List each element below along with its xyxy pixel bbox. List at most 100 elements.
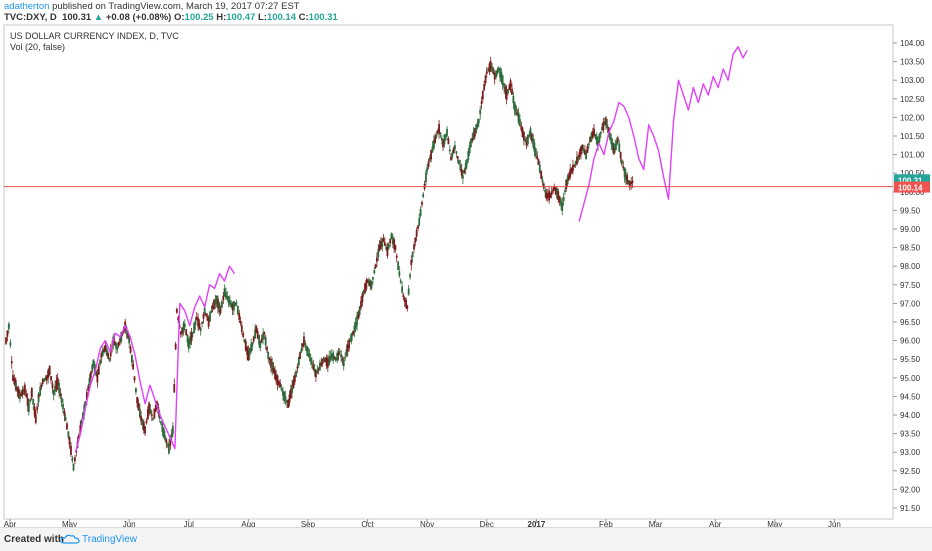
candle-body [232, 301, 235, 311]
candle-body [93, 364, 96, 373]
candle-body [599, 132, 602, 134]
line-price-badge-label: 100.14 [898, 184, 923, 193]
candle-body [154, 405, 157, 412]
candle-body [54, 385, 56, 392]
candle-body [247, 350, 250, 361]
price-tick-label: 103.00 [900, 76, 925, 85]
candle-body [137, 402, 140, 411]
candle-body [59, 393, 62, 396]
candle-body [205, 313, 207, 317]
candle-body [115, 343, 117, 349]
candle-body [471, 137, 474, 142]
candle-body [299, 352, 301, 359]
candle-body [146, 409, 149, 420]
time-axis[interactable]: Apr May Jun Jul Aug Sep Oct Nov Dec 2017 Feb Mar Apr… [4, 519, 841, 527]
candle-body [39, 386, 42, 396]
time-tick-label: Dec [480, 520, 494, 527]
open-label: O: [173, 12, 185, 23]
candle-body [440, 137, 443, 141]
candle-body [83, 404, 86, 415]
candle-body [483, 84, 486, 91]
candle-body [562, 196, 565, 202]
candle-body [79, 425, 82, 434]
candle-body [278, 381, 280, 385]
candle-body [254, 329, 257, 339]
candle-body [36, 406, 39, 410]
time-tick-label: Oct [361, 520, 374, 527]
candle-body [227, 296, 230, 303]
candle-body [566, 176, 569, 185]
candle-body [385, 246, 388, 250]
candle-body [481, 90, 484, 100]
candle-body [491, 66, 494, 73]
candle-body [270, 359, 272, 368]
candle-body [85, 392, 88, 400]
price-tick-label: 96.00 [900, 337, 921, 346]
candle-body [29, 399, 32, 402]
candle-body [496, 69, 499, 74]
candle-body [37, 395, 40, 398]
candle-body [476, 122, 479, 127]
candle-body [528, 134, 531, 137]
candle-body [342, 359, 345, 367]
candle-body [198, 322, 201, 330]
candle-body [606, 124, 609, 129]
candle-body [456, 156, 459, 159]
candle-body [190, 332, 193, 342]
candle-body [189, 336, 192, 345]
chart-header: adatherton published on TradingView.com,… [0, 0, 932, 24]
author-link[interactable]: adatherton [4, 1, 50, 12]
candle-body [145, 420, 148, 424]
candle-body [626, 174, 629, 185]
price-chart[interactable]: US DOLLAR CURRENCY INDEX, D, TVC Vol (20… [0, 24, 932, 527]
candle-body [374, 264, 377, 268]
candle-body [72, 463, 75, 471]
candle-body [475, 124, 478, 133]
candle-body [62, 403, 64, 410]
candle-body [117, 342, 120, 347]
candle-body [101, 349, 104, 357]
candle-body [152, 417, 154, 420]
candle-body [532, 138, 535, 148]
candle-body [605, 117, 607, 125]
high-label: H: [216, 12, 227, 23]
candle-body [37, 393, 40, 403]
candle-body [530, 133, 533, 142]
price-axis[interactable]: 91.50 92.00 92.50 93.00 93.50 94.00 94.50 95.00… [893, 39, 925, 513]
candle-body [422, 194, 425, 197]
time-tick-label: May [767, 520, 782, 527]
change-value: +0.08 (+0.08%) [105, 12, 172, 23]
candle-body [100, 353, 103, 358]
candle-body [89, 371, 92, 379]
candle-body [495, 70, 497, 78]
candle-body [463, 169, 466, 174]
candle-body [81, 412, 84, 419]
candle-body [67, 431, 70, 438]
candle-body [448, 149, 451, 152]
price-tick-label: 104.00 [900, 39, 925, 48]
candle-body [56, 377, 59, 386]
candle-body [435, 134, 438, 138]
candle-body [47, 370, 50, 379]
candle-body [311, 361, 313, 365]
candle-body [472, 131, 475, 140]
candle-body [389, 238, 392, 244]
line-price-badge [894, 181, 930, 193]
price-tick-label: 98.00 [900, 262, 921, 271]
candle-body [40, 384, 43, 388]
candle-body [80, 420, 83, 425]
candle-body [105, 348, 108, 356]
candle-body [41, 379, 44, 384]
candle-body [158, 414, 161, 420]
candle-body [615, 140, 618, 146]
candle-body [509, 80, 512, 88]
candle-body [318, 362, 321, 371]
candle-body [334, 357, 337, 361]
candle-body [71, 457, 74, 461]
candle-body [569, 169, 572, 178]
time-tick-label: Jun [828, 520, 841, 527]
candle-body [497, 67, 500, 71]
candle-body [593, 128, 595, 136]
tradingview-link[interactable]: TradingView [82, 534, 138, 545]
candle-body [434, 136, 437, 143]
